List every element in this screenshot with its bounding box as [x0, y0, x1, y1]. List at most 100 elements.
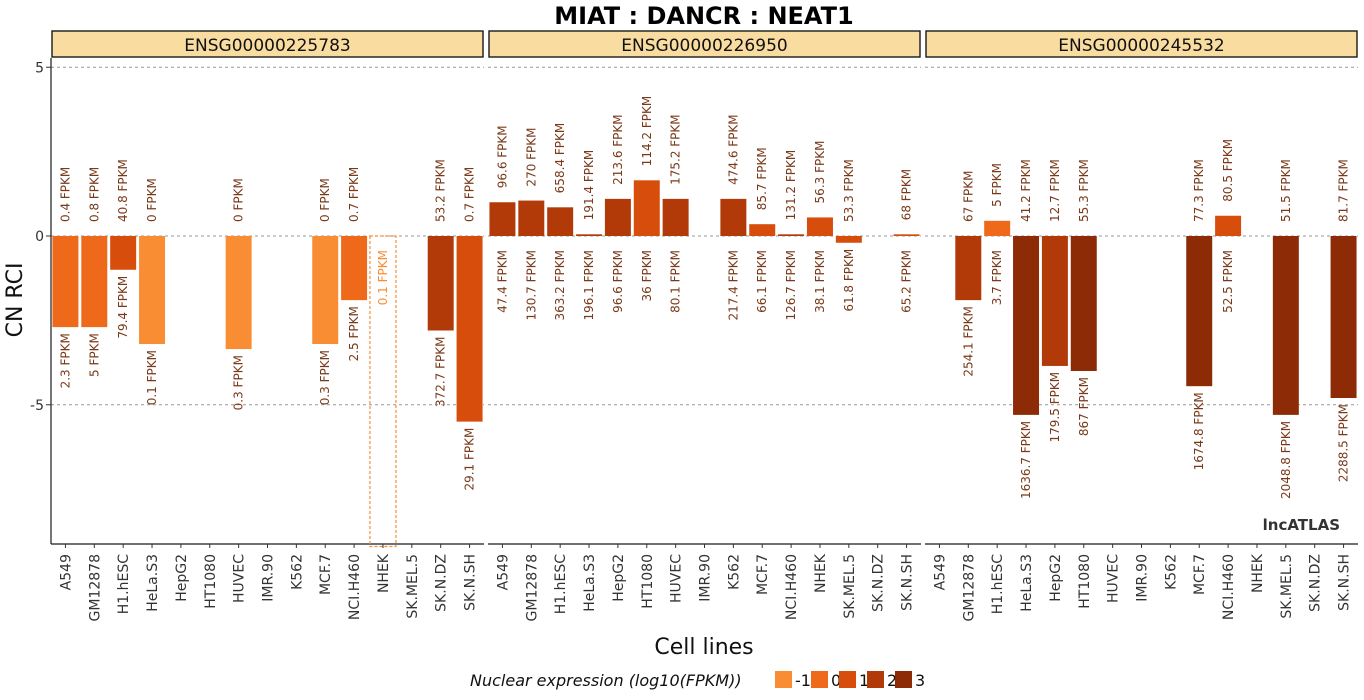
x-tick-label: IMR.90: [698, 554, 714, 602]
x-tick-label: A549: [932, 554, 948, 590]
data-label-bottom: 2.5 FPKM: [347, 306, 361, 361]
x-tick-label: SK.N.SH: [463, 554, 479, 611]
data-label-bottom: 1674.8 FPKM: [1192, 392, 1206, 470]
bar-h1-hesc: [547, 207, 574, 236]
bar-sk-mel-5: [835, 236, 862, 243]
bar-nhek: [806, 217, 833, 236]
bar-huvec: [225, 236, 252, 350]
data-label-bottom: 80.1 FPKM: [669, 250, 683, 313]
bar-ht1080: [1070, 236, 1097, 371]
bar-mcf-7: [749, 224, 776, 236]
data-label-top: 5 FPKM: [990, 163, 1004, 207]
data-label-bottom: 372.7 FPKM: [434, 337, 448, 408]
watermark-logo: lncATLAS: [1263, 516, 1340, 534]
data-label-top: 191.4 FPKM: [582, 150, 596, 221]
panels-group: ENSG00000225783 A549 GM12878 H1.hESC HeLa.S3…: [50, 30, 1358, 621]
bar-hepg2: [604, 198, 631, 236]
panel-strip-label: ENSG00000225783: [184, 36, 350, 56]
data-label-bottom: 5 FPKM: [87, 333, 101, 377]
data-label-top: 213.6 FPKM: [611, 114, 625, 185]
bar-hela-s3: [1013, 236, 1040, 415]
bar-ht1080: [633, 180, 660, 236]
data-label-bottom: 38.1 FPKM: [813, 250, 827, 313]
data-label-bottom: 47.4 FPKM: [495, 250, 509, 313]
panel-strip: [488, 30, 921, 58]
bar-sk-n-sh: [456, 236, 483, 422]
data-label-top: 96.6 FPKM: [495, 125, 509, 188]
data-label-top: 55.3 FPKM: [1077, 159, 1091, 222]
x-tick-label: HT1080: [640, 554, 656, 609]
x-tick-label: K562: [726, 554, 742, 590]
legend-label: -1: [795, 671, 811, 690]
x-tick-label: HUVEC: [1106, 554, 1122, 603]
panel-strip-label: ENSG00000245532: [1058, 36, 1224, 56]
bar-sk-n-sh: [1330, 236, 1357, 398]
chart-title: MIAT : DANCR : NEAT1: [554, 2, 853, 30]
data-label-bottom: 867 FPKM: [1077, 377, 1091, 436]
x-tick-label: SK.MEL.5: [842, 554, 858, 619]
legend-swatch: [839, 671, 856, 688]
x-tick-label: NCI.H460: [347, 554, 363, 620]
panel-strip: [51, 30, 484, 58]
x-tick-label: NHEK: [1250, 553, 1266, 593]
x-tick-label: HT1080: [203, 554, 219, 609]
data-label-bottom: 126.7 FPKM: [784, 250, 798, 321]
bar-a549: [52, 236, 79, 328]
data-label-bottom: 2288.5 FPKM: [1337, 404, 1351, 482]
legend-swatch: [895, 671, 912, 688]
legend-title: Nuclear expression (log10(FPKM)): [470, 671, 742, 690]
data-label-top: 80.5 FPKM: [1221, 139, 1235, 202]
bar-sk-n-sh: [893, 234, 920, 236]
legend-label: 2: [887, 671, 897, 690]
data-label-top: 67 FPKM: [961, 171, 975, 222]
bar-mcf-7: [312, 236, 339, 344]
x-axis-title: Cell lines: [654, 635, 753, 660]
y-axis: 5 0 -5: [30, 60, 51, 414]
data-label-bottom: 65.2 FPKM: [900, 250, 914, 313]
x-tick-label: NCI.H460: [1221, 554, 1237, 620]
x-tick-label: NHEK: [813, 553, 829, 593]
bar-hela-s3: [139, 236, 166, 344]
legend: Nuclear expression (log10(FPKM)) -1 0 1 2 3: [470, 671, 925, 690]
x-tick-label: HeLa.S3: [145, 554, 161, 612]
legend-swatch: [867, 671, 884, 688]
x-tick-label: A549: [495, 554, 511, 590]
data-label-bottom: 179.5 FPKM: [1048, 372, 1062, 443]
x-tick-label: HT1080: [1077, 554, 1093, 609]
x-tick-label: SK.N.DZ: [1308, 554, 1324, 612]
x-tick-label: K562: [1163, 554, 1179, 590]
bar-hepg2: [1041, 236, 1068, 366]
data-label-bottom: 2048.8 FPKM: [1279, 421, 1293, 499]
x-tick-label: HepG2: [611, 554, 627, 602]
data-label-bottom: 3.7 FPKM: [990, 250, 1004, 305]
data-label-top: 270 FPKM: [524, 127, 538, 186]
x-tick-label: IMR.90: [1135, 554, 1151, 602]
data-label-bottom: 36 FPKM: [640, 250, 654, 301]
data-label-top: 658.4 FPKM: [553, 123, 567, 194]
data-label-top: 41.2 FPKM: [1019, 159, 1033, 222]
data-label-top: 175.2 FPKM: [669, 114, 683, 185]
legend-label: 3: [915, 671, 925, 690]
x-tick-label: GM12878: [524, 554, 540, 621]
data-label-bottom: 0.1 FPKM: [145, 350, 159, 405]
x-tick-label: SK.MEL.5: [1279, 554, 1295, 619]
bar-nci-h460: [778, 234, 805, 236]
data-label-top: 53.2 FPKM: [434, 159, 448, 222]
data-label-bottom: 130.7 FPKM: [524, 250, 538, 321]
data-label-bottom: 0.1 FPKM: [376, 250, 390, 305]
data-label-top: 85.7 FPKM: [755, 147, 769, 210]
bar-nhek: [369, 235, 397, 548]
data-label-bottom: 0.3 FPKM: [318, 350, 332, 405]
data-label-bottom: 217.4 FPKM: [726, 250, 740, 321]
bar-gm12878: [518, 200, 545, 236]
data-label-bottom: 66.1 FPKM: [755, 250, 769, 313]
data-label-top: 53.3 FPKM: [842, 159, 856, 222]
data-label-top: 474.6 FPKM: [726, 114, 740, 185]
data-label-top: 40.8 FPKM: [116, 159, 130, 222]
data-label-bottom: 1636.7 FPKM: [1019, 421, 1033, 499]
bar-huvec: [662, 198, 689, 236]
x-tick-label: HeLa.S3: [582, 554, 598, 612]
data-label-top: 0 FPKM: [145, 178, 159, 222]
legend-swatch: [811, 671, 828, 688]
